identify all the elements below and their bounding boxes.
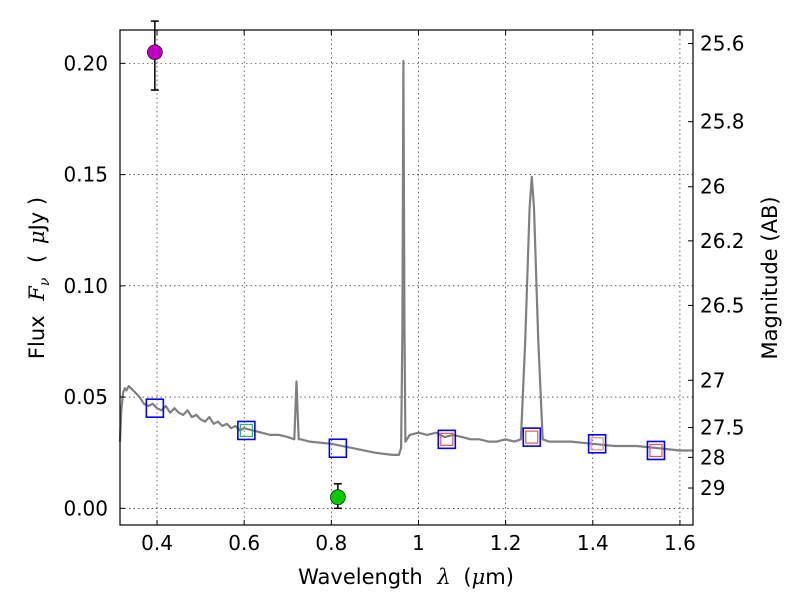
y-tick-label: 0.10 — [63, 274, 108, 298]
y-tick-label: 0.20 — [63, 51, 108, 75]
y-axis-label-unit-rest: Jy ) — [25, 197, 49, 233]
y-axis-label-text: Flux — [25, 315, 49, 359]
x-axis-label: Wavelength λ (μm) — [298, 565, 514, 589]
mag-tick-label: 28 — [700, 445, 725, 469]
y-tick-label: 0.00 — [63, 496, 108, 520]
mag-tick-label: 27 — [700, 368, 725, 392]
mag-tick-label: 26 — [700, 175, 725, 199]
tick-layer: 0.4 0.6 0.8 1 1.2 1.4 1.6 0.00 0.05 0.10 0.15 0.20 2… — [63, 30, 745, 555]
y2-axis-label: Magnitude (AB) — [758, 196, 782, 359]
model-photometry-marker — [522, 427, 542, 447]
model-photometry-marker — [437, 429, 457, 450]
observed-point — [330, 489, 346, 505]
x-axis-label-unit-open: ( — [463, 565, 471, 589]
model-photometry-marker — [237, 420, 256, 441]
mag-tick-label: 29 — [700, 476, 725, 500]
mag-tick-label: 25.8 — [700, 110, 745, 134]
x-tick-label: 0.6 — [228, 531, 260, 555]
x-tick-label: 1 — [412, 531, 425, 555]
mag-tick-label: 27.5 — [700, 416, 745, 440]
x-tick-label: 0.4 — [141, 531, 173, 555]
filter-photometry-marker — [525, 430, 539, 444]
series-layer — [118, 59, 693, 456]
y-tick-label: 0.05 — [63, 385, 108, 409]
x-axis-label-unit-rest: m) — [485, 565, 514, 589]
x-tick-label: 1.6 — [664, 531, 696, 555]
filter-photometry-marker — [649, 443, 663, 458]
model-photometry-marker — [587, 433, 607, 454]
x-axis-label-unit-mu: μ — [472, 565, 486, 589]
x-axis-label-symbol: λ — [436, 565, 450, 589]
mag-tick-label: 25.6 — [700, 32, 745, 56]
grid-lines — [120, 30, 693, 525]
mag-tick-label: 26.5 — [700, 293, 745, 317]
filter-photometry-marker — [590, 437, 604, 451]
y-axis-label-subscript: ν — [37, 277, 53, 286]
y-axis-label: Flux Fν ( μJy ) — [25, 197, 54, 359]
plot-frame — [119, 29, 694, 526]
marker-layer — [145, 20, 666, 510]
x-tick-label: 0.8 — [315, 531, 347, 555]
filter-photometry-marker — [440, 432, 454, 446]
x-axis-label-text: Wavelength — [298, 565, 423, 589]
x-tick-label: 1.2 — [490, 531, 522, 555]
model-photometry-marker — [328, 438, 348, 459]
filter-photometry-marker — [239, 423, 253, 438]
model-photometry-marker — [646, 440, 666, 461]
y-axis-label-symbol: F — [25, 285, 49, 302]
observed-point — [147, 44, 163, 61]
model-photometry-marker — [145, 398, 165, 419]
y-axis-label-unit-mu: μ — [25, 230, 49, 244]
x-tick-label: 1.4 — [577, 531, 609, 555]
y-axis-label-unit-open: ( — [25, 255, 49, 263]
sed-model-line — [118, 59, 693, 456]
mag-tick-label: 26.2 — [700, 229, 745, 253]
y-tick-label: 0.15 — [63, 163, 108, 187]
